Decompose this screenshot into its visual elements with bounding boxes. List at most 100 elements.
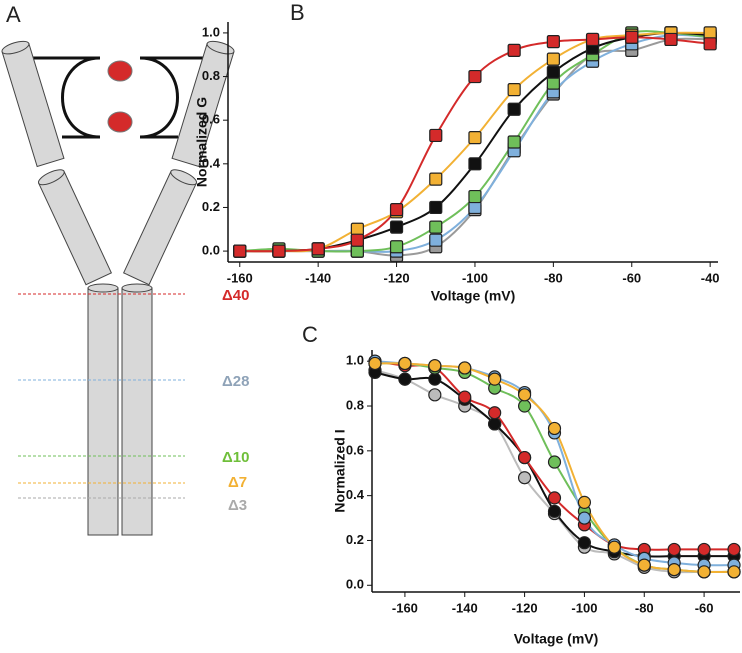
data-point	[428, 388, 442, 402]
y-axis-title: Normalized G	[194, 97, 210, 187]
data-point	[727, 565, 741, 579]
data-point	[546, 65, 560, 79]
data-point	[517, 399, 532, 413]
data-point	[703, 37, 717, 51]
helix	[37, 169, 113, 286]
ion	[107, 60, 133, 82]
panel-label: B	[290, 0, 305, 25]
data-point	[389, 240, 404, 254]
linker	[30, 56, 101, 139]
data-point	[577, 511, 592, 525]
data-point	[429, 128, 443, 143]
x-tick-label: -140	[305, 270, 331, 285]
ion	[107, 111, 133, 133]
y-tick-label: 0.0	[346, 577, 364, 592]
data-point	[468, 157, 482, 171]
data-point	[458, 390, 472, 404]
data-point	[577, 495, 592, 509]
data-point	[389, 220, 404, 234]
y-tick-label: 0.4	[202, 155, 221, 170]
data-point	[577, 536, 592, 550]
x-axis-title: Voltage (mV)	[431, 288, 516, 304]
x-tick-label: -40	[701, 270, 720, 285]
data-point	[488, 406, 502, 420]
helix	[1, 40, 65, 168]
deletion-label: Δ7	[228, 474, 247, 491]
x-tick-label: -120	[512, 600, 538, 615]
x-tick-label: -60	[695, 600, 714, 615]
deletion-label: Δ10	[222, 449, 249, 466]
data-point	[697, 542, 711, 557]
data-point	[547, 504, 562, 518]
y-tick-label: 0.4	[346, 487, 365, 502]
helix-cap	[87, 283, 119, 293]
data-point	[233, 244, 247, 258]
data-point	[625, 30, 639, 44]
data-point	[429, 172, 443, 186]
data-point	[428, 372, 442, 386]
data-point	[507, 83, 521, 97]
deletion-label: Δ28	[222, 373, 249, 390]
y-tick-label: 0.8	[346, 397, 364, 412]
panel-label: A	[6, 2, 21, 27]
data-point	[507, 135, 521, 149]
y-tick-label: 0.6	[202, 112, 220, 127]
data-point	[468, 131, 482, 145]
deletion-label: Δ3	[228, 497, 247, 514]
data-point	[667, 542, 681, 557]
data-point	[468, 200, 482, 215]
data-point	[547, 491, 562, 505]
data-point	[468, 189, 482, 204]
y-tick-label: 0.0	[202, 243, 220, 258]
data-point	[547, 421, 562, 436]
channel-diagram: Δ40 Δ28 Δ10 Δ7 Δ3	[1, 40, 249, 536]
x-tick-label: -140	[452, 600, 478, 615]
data-point	[697, 565, 711, 579]
data-point	[458, 361, 472, 375]
data-point	[637, 558, 651, 572]
data-point	[398, 356, 412, 371]
linker	[139, 56, 205, 139]
y-tick-label: 0.8	[202, 68, 220, 83]
x-tick-label: -160	[227, 270, 253, 285]
data-point	[468, 69, 482, 84]
y-tick-label: 0.2	[346, 532, 364, 547]
helix-cap	[121, 283, 153, 293]
data-point	[547, 455, 562, 469]
x-axis-title: Voltage (mV)	[514, 631, 599, 647]
data-point	[703, 26, 717, 40]
data-point	[428, 359, 442, 373]
y-tick-label: 1.0	[202, 24, 220, 39]
fit-curve	[239, 36, 711, 253]
data-point	[546, 35, 560, 49]
data-point	[429, 200, 443, 215]
data-point	[507, 43, 521, 57]
data-point	[517, 471, 532, 485]
data-point	[507, 102, 521, 116]
data-point	[517, 450, 532, 465]
fit-curve	[374, 369, 735, 574]
data-point	[546, 52, 560, 66]
y-tick-label: 1.0	[346, 353, 364, 368]
data-point	[488, 372, 502, 386]
data-point	[389, 203, 404, 217]
data-point	[488, 417, 502, 431]
data-point	[517, 388, 532, 402]
data-point	[350, 222, 364, 236]
x-tick-label: -60	[622, 270, 641, 285]
panel-label: C	[302, 322, 318, 347]
data-point	[272, 244, 286, 258]
x-tick-label: -100	[571, 600, 597, 615]
helix	[122, 169, 198, 286]
x-tick-label: -100	[462, 270, 488, 285]
data-point	[727, 542, 741, 557]
data-point	[350, 233, 364, 247]
data-point	[607, 540, 621, 554]
data-point	[429, 233, 443, 247]
data-point	[429, 220, 443, 234]
x-tick-label: -80	[635, 600, 654, 615]
y-tick-label: 0.2	[202, 199, 220, 214]
data-point	[585, 32, 600, 47]
x-tick-label: -80	[544, 270, 563, 285]
